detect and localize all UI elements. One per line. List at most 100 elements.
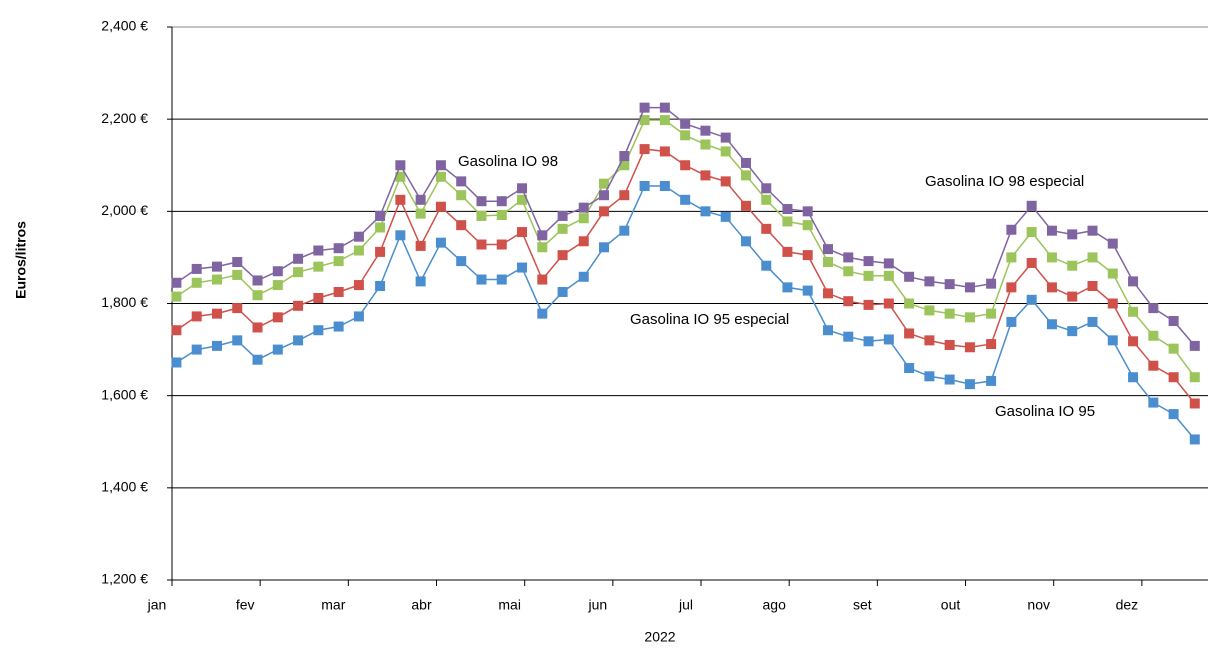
marker [720, 146, 731, 157]
marker [740, 200, 751, 211]
marker [333, 321, 344, 332]
marker [211, 308, 222, 319]
marker [313, 325, 324, 336]
marker [1148, 330, 1159, 341]
marker [435, 201, 446, 212]
marker [293, 300, 304, 311]
marker [1087, 316, 1098, 327]
marker [517, 227, 528, 238]
marker [313, 245, 324, 256]
marker [720, 176, 731, 187]
marker [435, 171, 446, 182]
marker [191, 277, 202, 288]
marker [1107, 268, 1118, 279]
marker [802, 285, 813, 296]
x-axis-title: 2022 [644, 629, 675, 645]
marker [639, 144, 650, 155]
marker [924, 335, 935, 346]
marker [761, 223, 772, 234]
x-tick-label: dez [1116, 597, 1139, 613]
marker [1168, 372, 1179, 383]
marker [375, 280, 386, 291]
marker [619, 151, 630, 162]
marker [578, 271, 589, 282]
marker [944, 308, 955, 319]
marker [353, 280, 364, 291]
marker [883, 258, 894, 269]
marker [1128, 372, 1139, 383]
marker [904, 298, 915, 309]
marker [843, 331, 854, 342]
marker [496, 196, 507, 207]
marker [761, 194, 772, 205]
marker [700, 170, 711, 181]
marker [599, 242, 610, 253]
y-tick-label: 2,200 € [101, 110, 148, 126]
marker [1067, 229, 1078, 240]
marker [1006, 252, 1017, 263]
marker [944, 374, 955, 385]
marker [986, 375, 997, 386]
y-tick-label: 1,400 € [101, 479, 148, 495]
marker [476, 274, 487, 285]
marker [232, 335, 243, 346]
marker [395, 171, 406, 182]
marker [293, 335, 304, 346]
marker [1128, 336, 1139, 347]
marker [353, 311, 364, 322]
marker [252, 354, 263, 365]
marker [986, 308, 997, 319]
marker [211, 340, 222, 351]
marker [964, 342, 975, 353]
marker [904, 328, 915, 339]
marker [272, 344, 283, 355]
marker [700, 206, 711, 217]
marker [720, 211, 731, 222]
marker [171, 277, 182, 288]
marker [537, 308, 548, 319]
marker [517, 262, 528, 273]
series-label: Gasolina IO 95 especial [630, 311, 789, 328]
marker [1046, 319, 1057, 330]
marker [1087, 252, 1098, 263]
marker [843, 252, 854, 263]
marker [924, 276, 935, 287]
marker [1148, 397, 1159, 408]
y-tick-label: 2,000 € [101, 202, 148, 218]
marker [944, 339, 955, 350]
marker [456, 220, 467, 231]
marker [1128, 306, 1139, 317]
x-tick-label: fev [236, 597, 255, 613]
marker [415, 276, 426, 287]
marker [802, 220, 813, 231]
marker [986, 339, 997, 350]
marker [333, 256, 344, 267]
marker [599, 190, 610, 201]
marker [740, 236, 751, 247]
marker [1087, 225, 1098, 236]
x-tick-label: ago [763, 597, 787, 613]
marker [843, 296, 854, 307]
marker [964, 379, 975, 390]
marker [395, 160, 406, 171]
marker [557, 223, 568, 234]
marker [578, 202, 589, 213]
marker [375, 210, 386, 221]
marker [1189, 434, 1200, 445]
x-tick-label: jan [147, 597, 167, 613]
marker [375, 222, 386, 233]
marker [537, 230, 548, 241]
marker [1026, 294, 1037, 305]
x-tick-label: nov [1027, 597, 1050, 613]
marker [843, 266, 854, 277]
marker [435, 237, 446, 248]
marker [639, 102, 650, 113]
marker [1067, 326, 1078, 337]
marker [1067, 260, 1078, 271]
marker [375, 246, 386, 257]
marker [415, 194, 426, 205]
marker [863, 256, 874, 267]
marker [1148, 303, 1159, 314]
marker [1006, 282, 1017, 293]
